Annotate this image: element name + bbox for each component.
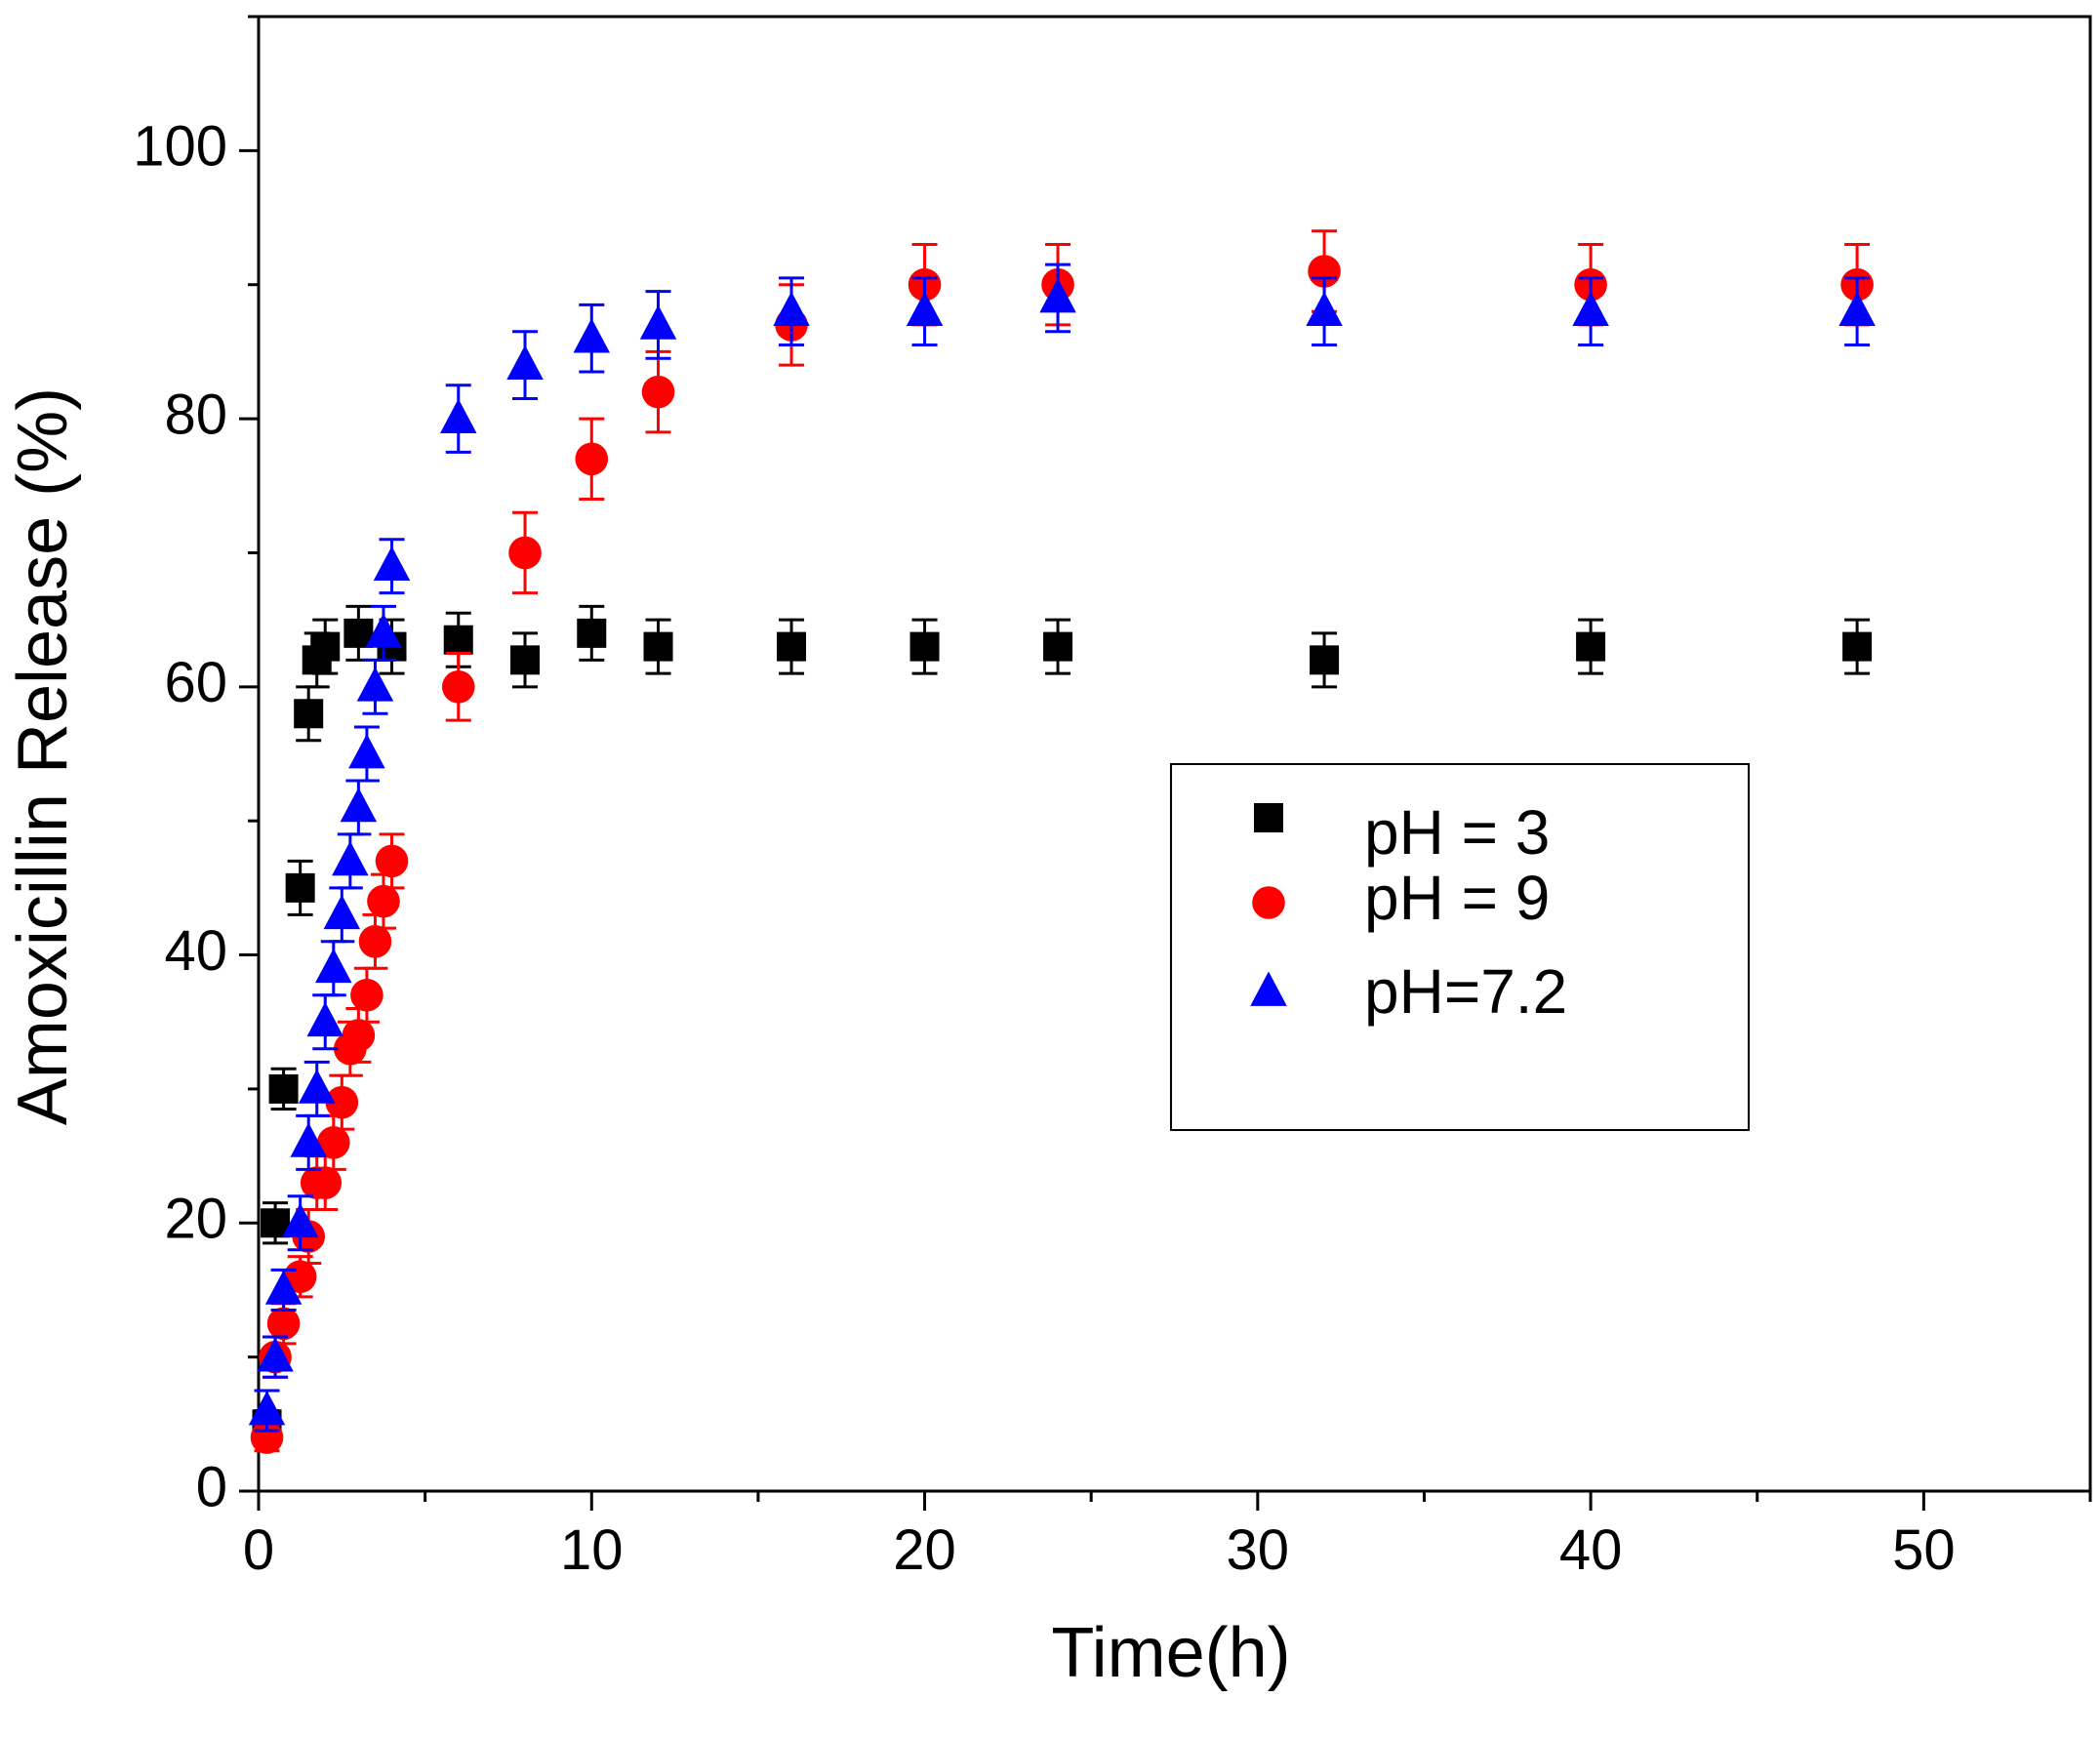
legend-markers [1250, 803, 1287, 1006]
y-tick-label: 40 [164, 919, 227, 983]
data-point [1838, 291, 1876, 327]
data-point [356, 667, 394, 702]
data-point [323, 894, 361, 930]
data-point [1576, 631, 1606, 662]
data-point [342, 1019, 376, 1052]
legend-marker-ph9 [1252, 886, 1285, 919]
data-point [315, 948, 352, 984]
data-point [264, 1270, 303, 1305]
data-point [1043, 631, 1073, 662]
data-point [373, 546, 411, 582]
legend-label-ph3: pH = 3 [1364, 797, 1550, 868]
legend-marker-ph72 [1250, 971, 1287, 1006]
data-point [443, 625, 473, 655]
data-point [639, 304, 677, 340]
data-point [441, 670, 475, 704]
data-point [510, 645, 541, 675]
y-tick-label: 100 [133, 115, 227, 179]
data-point [250, 1421, 284, 1454]
x-tick-label: 30 [1227, 1518, 1290, 1582]
data-point [777, 631, 807, 662]
x-tick-label: 40 [1559, 1518, 1623, 1582]
data-point [308, 1166, 343, 1199]
data-point [506, 344, 544, 380]
data-point [316, 1126, 350, 1159]
y-tick-label: 0 [196, 1455, 227, 1518]
data-point [340, 787, 378, 823]
data-point [298, 1069, 336, 1104]
data-point [306, 1001, 344, 1037]
data-point [310, 631, 341, 662]
data-point [248, 1391, 286, 1426]
data-point [909, 631, 940, 662]
x-tick-label: 0 [243, 1518, 274, 1582]
data-point [285, 872, 315, 903]
data-point [257, 1337, 294, 1372]
data-point [358, 925, 392, 958]
plot-frame [257, 15, 2092, 1493]
data-point [332, 840, 369, 876]
data-point [294, 699, 324, 729]
legend-label-ph72: pH=7.2 [1364, 956, 1567, 1027]
data-point [440, 398, 477, 433]
data-point [283, 1260, 317, 1294]
data-point [508, 536, 542, 570]
data-point [266, 1307, 301, 1341]
data-point [641, 375, 675, 409]
data-point [643, 631, 673, 662]
data-point [268, 1073, 299, 1104]
data-point [1306, 291, 1343, 327]
data-point [325, 1085, 359, 1119]
data-layer [248, 229, 1876, 1454]
y-tick-label: 80 [164, 383, 227, 446]
data-point [375, 844, 409, 878]
data-point [906, 291, 944, 327]
legend-label-ph9: pH = 9 [1364, 863, 1550, 933]
axes-layer: 0 10 20 30 40 50 0 20 40 60 80 100 [133, 15, 2092, 1582]
data-point [350, 978, 384, 1012]
data-point [573, 318, 611, 353]
x-tick-label: 10 [560, 1518, 624, 1582]
x-axis-title: Time(h) [1051, 1614, 1290, 1692]
data-point [365, 613, 402, 648]
data-point [348, 734, 385, 769]
y-axis-title: Amoxicillin Release (%) [4, 387, 82, 1125]
data-point [281, 1202, 319, 1238]
data-point [575, 442, 609, 476]
data-point [1572, 291, 1609, 327]
legend-marker-ph3 [1254, 803, 1283, 832]
series-ph3 [252, 604, 1873, 1439]
data-point [367, 884, 400, 918]
legend: pH = 3 pH = 9 pH=7.2 [1170, 763, 1750, 1131]
data-point [1310, 645, 1340, 675]
data-point [1308, 255, 1341, 288]
data-point [577, 618, 607, 648]
data-point [290, 1122, 327, 1157]
data-point [773, 291, 810, 327]
y-tick-label: 20 [164, 1188, 227, 1251]
x-tick-label: 50 [1892, 1518, 1956, 1582]
series-ph72 [248, 263, 1876, 1433]
x-tick-label: 20 [893, 1518, 956, 1582]
data-point [1039, 278, 1076, 313]
y-tick-label: 60 [164, 651, 227, 714]
data-point [1842, 631, 1873, 662]
